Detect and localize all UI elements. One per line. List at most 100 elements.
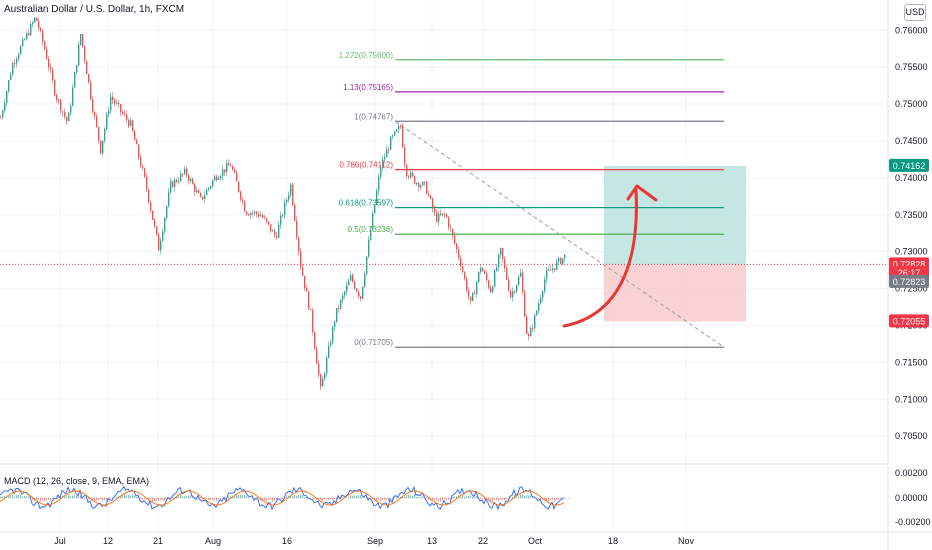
- macd-histogram-bar: [44, 498, 46, 502]
- candle-body: [438, 213, 440, 222]
- candle-body: [392, 135, 394, 137]
- macd-histogram-bar: [190, 495, 192, 498]
- fib-label: 0.786(0.74112): [339, 161, 393, 170]
- candle-body: [548, 269, 550, 271]
- macd-histogram-bar: [266, 498, 268, 502]
- macd-histogram-bar: [274, 498, 276, 501]
- macd-histogram-bar: [432, 498, 434, 500]
- candle-body: [268, 221, 270, 225]
- candle-body: [500, 247, 502, 256]
- macd-histogram-bar: [14, 496, 16, 498]
- macd-histogram-bar: [216, 498, 218, 502]
- candle-body: [550, 269, 552, 271]
- candle-body: [546, 270, 548, 280]
- candle-body: [466, 278, 468, 291]
- macd-histogram-bar: [470, 495, 472, 498]
- candle-body: [266, 218, 268, 222]
- macd-histogram-bar: [322, 498, 324, 502]
- macd-histogram-bar: [112, 498, 114, 499]
- candle-body: [306, 287, 308, 292]
- macd-histogram-bar: [32, 498, 34, 500]
- macd-histogram-bar: [144, 498, 146, 499]
- macd-histogram-bar: [124, 494, 126, 498]
- price-tick: 0.74500: [895, 136, 928, 146]
- candle-body: [436, 212, 438, 222]
- candle-body: [34, 17, 36, 23]
- candle-body: [276, 235, 278, 238]
- currency-button[interactable]: USD: [904, 4, 926, 21]
- macd-histogram-bar: [180, 494, 182, 498]
- macd-histogram-bar: [234, 496, 236, 498]
- time-tick: 21: [153, 536, 163, 546]
- macd-histogram-bar: [330, 498, 332, 500]
- macd-histogram-bar: [246, 496, 248, 498]
- candle-body: [4, 103, 6, 111]
- candle-body: [324, 373, 326, 379]
- macd-histogram-bar: [500, 498, 502, 500]
- candle-body: [498, 255, 500, 268]
- candle-body: [532, 328, 534, 330]
- candle-body: [446, 214, 448, 218]
- candle-body: [398, 126, 400, 130]
- candle-body: [322, 378, 324, 387]
- price-tick: 0.75500: [895, 62, 928, 72]
- candle-body: [178, 181, 180, 183]
- candle-body: [452, 228, 454, 236]
- macd-histogram-bar: [244, 495, 246, 498]
- macd-histogram-bar: [306, 497, 308, 498]
- candle-body: [54, 80, 56, 96]
- macd-histogram-bar: [342, 497, 344, 498]
- macd-histogram-bar: [0, 496, 2, 498]
- macd-histogram-bar: [346, 497, 348, 498]
- macd-histogram-bar: [128, 495, 130, 498]
- candle-body: [424, 181, 426, 183]
- candle-body: [96, 116, 98, 127]
- candle-body: [6, 91, 8, 104]
- candles: [0, 17, 566, 391]
- candle-body: [282, 215, 284, 217]
- macd-histogram-bar: [524, 496, 526, 498]
- candle-body: [154, 219, 156, 227]
- candle-body: [156, 226, 158, 235]
- candle-body: [552, 268, 554, 271]
- candle-body: [394, 131, 396, 136]
- candle-body: [148, 189, 150, 203]
- candle-body: [526, 316, 528, 335]
- candle-body: [122, 111, 124, 114]
- candle-body: [0, 117, 2, 119]
- macd-histogram-bar: [10, 495, 12, 498]
- candle-body: [264, 217, 266, 219]
- candle-body: [196, 190, 198, 192]
- macd-histogram-bar: [414, 494, 416, 498]
- macd-histogram-bar: [480, 498, 482, 499]
- candle-body: [520, 272, 522, 277]
- macd-histogram-bar: [336, 498, 338, 500]
- macd-histogram-bar: [532, 497, 534, 498]
- candle-body: [102, 140, 104, 154]
- candle-body: [58, 100, 60, 102]
- candle-body: [252, 213, 254, 215]
- candle-body: [304, 275, 306, 288]
- macd-histogram-bar: [130, 495, 132, 498]
- macd-histogram-bar: [176, 496, 178, 498]
- macd-histogram-bar: [544, 498, 546, 501]
- macd-histogram-bar: [222, 498, 224, 500]
- macd-histogram-bar: [68, 494, 70, 498]
- macd-histogram-bar: [116, 496, 118, 498]
- candle-body: [134, 131, 136, 141]
- macd-histogram-bar: [456, 496, 458, 498]
- macd-histogram-bar: [334, 498, 336, 499]
- candle-body: [244, 201, 246, 212]
- candle-body: [66, 116, 68, 122]
- macd-histogram-bar: [228, 496, 230, 498]
- macd-histogram-bar: [552, 498, 554, 500]
- candle-body: [434, 208, 436, 213]
- macd-histogram-bar: [4, 495, 6, 498]
- macd-histogram-bar: [48, 498, 50, 500]
- macd-histogram-bar: [20, 495, 22, 498]
- macd-histogram-bar: [426, 498, 428, 499]
- fib-label: 1.13(0.75165): [343, 83, 393, 92]
- macd-histogram-bar: [332, 498, 334, 501]
